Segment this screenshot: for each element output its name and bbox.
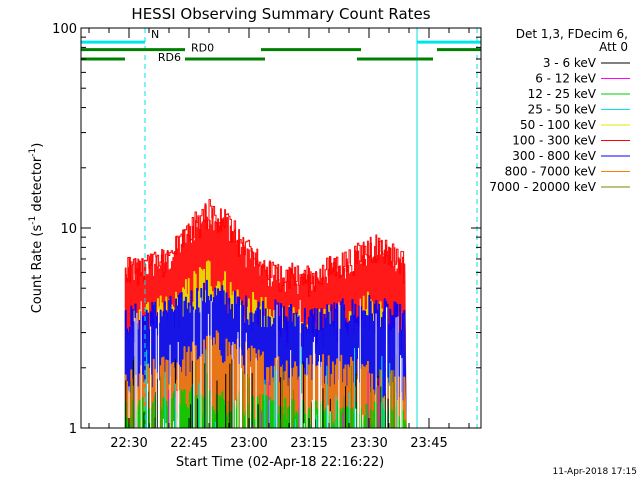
x-tick-label: 23:15 [290,436,327,451]
x-tick-label: 23:00 [230,436,267,451]
legend-header-line-1: Det 1,3, FDecim 6, [516,27,628,41]
x-tick-label: 23:30 [350,436,387,451]
rd0-flag-label: RD0 [191,42,214,55]
y-tick-label: 1 [69,422,77,437]
x-tick-label: 22:45 [170,436,207,451]
legend-label: 50 - 100 keV [520,118,597,132]
legend-label: 800 - 7000 keV [505,165,597,179]
legend-label: 12 - 25 keV [528,87,597,101]
legend-label: 100 - 300 keV [512,134,596,148]
y-axis: 1 10 100 [52,22,481,437]
x-axis: 22:30 22:45 23:00 23:15 23:30 23:45 [88,28,470,451]
y-tick-label: 10 [60,222,77,237]
legend-label: 25 - 50 keV [528,103,597,117]
y-axis-label: Count Rate (s-1 detector-1) [28,143,45,314]
night-flag-label: N [151,28,159,41]
plot-data [124,199,407,429]
legend-label: 3 - 6 keV [543,56,597,70]
x-axis-label: Start Time (02-Apr-18 22:16:22) [176,455,384,470]
chart-title: HESSI Observing Summary Count Rates [131,5,430,23]
legend-label: 7000 - 20000 keV [489,180,596,194]
legend-label: 6 - 12 keV [535,72,597,86]
rd6-flag-label: RD6 [158,51,181,64]
y-tick-label: 100 [52,22,77,37]
legend-label: 300 - 800 keV [512,149,596,163]
legend-header-line-2: Att 0 [599,40,628,54]
timestamp: 11-Apr-2018 17:15 [553,467,637,477]
legend: Det 1,3, FDecim 6, Att 0 3 - 6 keV 6 - 12… [489,27,630,194]
x-tick-label: 23:45 [410,436,447,451]
series-100-300-kev-outline [125,199,405,297]
x-tick-label: 22:30 [110,436,147,451]
